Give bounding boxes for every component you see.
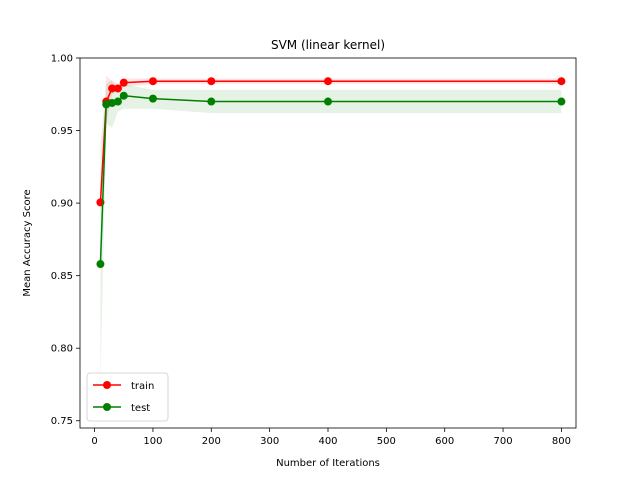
series-test-point	[148, 94, 157, 103]
series-train-point	[119, 78, 128, 87]
x-axis-ticks: 0 100 200 300 400 500 600 700 800	[91, 428, 571, 447]
series-test-band	[100, 79, 562, 385]
legend: train test	[86, 372, 169, 422]
x-tick-label: 100	[143, 436, 162, 447]
y-tick-label: 0.80	[51, 344, 73, 355]
axes-frame	[79, 57, 577, 429]
series-test-point	[557, 97, 566, 106]
y-tick-label: 1.00	[51, 54, 73, 65]
series-train-point	[113, 84, 122, 93]
legend-box	[86, 372, 169, 422]
x-tick-label: 200	[202, 436, 221, 447]
y-axis-label: Mean Accuracy Score	[22, 189, 33, 296]
legend-train-marker	[103, 381, 111, 389]
y-tick-label: 0.75	[51, 416, 73, 427]
series-test-point	[324, 97, 332, 106]
series-test-point	[96, 260, 105, 269]
chart-title: SVM (linear kernel)	[271, 38, 385, 52]
legend-train-label: train	[131, 381, 154, 392]
x-axis-label: Number of Iterations	[276, 458, 380, 469]
legend-test-label: test	[131, 403, 150, 414]
y-tick-label: 0.90	[51, 199, 73, 210]
y-axis-ticks: 0.75 0.80 0.85 0.90 0.95 1.00	[51, 54, 80, 427]
series-train-point	[207, 77, 216, 86]
x-tick-label: 0	[91, 436, 97, 447]
x-tick-label: 400	[318, 436, 337, 447]
legend-test-marker	[103, 403, 111, 411]
x-tick-label: 600	[435, 436, 454, 447]
y-tick-label: 0.95	[51, 126, 73, 137]
y-tick-label: 0.85	[51, 271, 73, 282]
x-tick-label: 500	[377, 436, 396, 447]
series-train-point	[148, 77, 157, 86]
x-tick-label: 300	[260, 436, 279, 447]
series-train-point	[324, 77, 332, 86]
series-test-point	[113, 97, 122, 106]
series-test-point	[119, 91, 128, 100]
plot-area	[96, 75, 566, 385]
x-tick-label: 800	[552, 436, 571, 447]
series-train-point	[108, 84, 117, 93]
series-train-point	[557, 77, 566, 86]
series-test-point	[207, 97, 216, 106]
x-tick-label: 700	[494, 436, 513, 447]
